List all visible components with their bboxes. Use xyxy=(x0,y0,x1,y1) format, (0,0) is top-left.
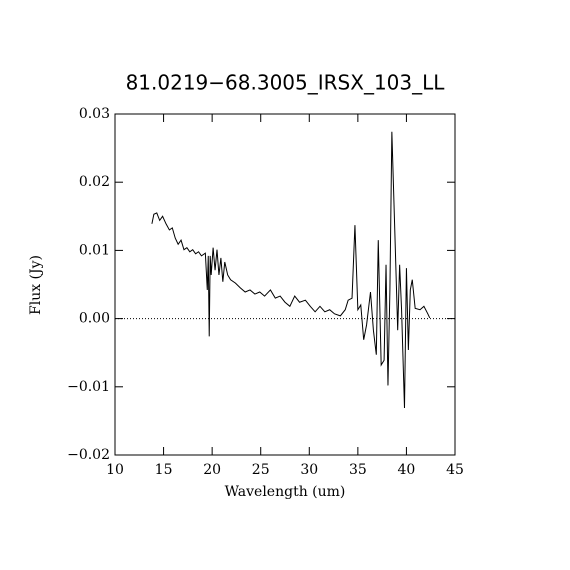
x-tick-label: 35 xyxy=(349,462,367,478)
x-tick-label: 45 xyxy=(446,462,464,478)
spectrum-line xyxy=(151,131,431,408)
y-tick-label: −0.02 xyxy=(67,447,110,463)
chart-title: 81.0219−68.3005_IRSX_103_LL xyxy=(126,71,446,95)
x-tick-label: 10 xyxy=(106,462,124,478)
y-tick-label: 0.01 xyxy=(79,242,110,258)
x-tick-label: 25 xyxy=(252,462,270,478)
x-tick-label: 15 xyxy=(155,462,173,478)
x-tick-label: 40 xyxy=(398,462,416,478)
y-tick-label: 0.03 xyxy=(79,106,110,122)
x-axis-label: Wavelength (um) xyxy=(225,484,346,500)
x-tick-label: 30 xyxy=(300,462,318,478)
plot-frame xyxy=(114,113,456,456)
y-tick-label: 0.00 xyxy=(79,311,110,327)
y-axis-label: Flux (Jy) xyxy=(28,255,44,315)
x-tick-label: 20 xyxy=(203,462,221,478)
y-tick-label: −0.01 xyxy=(67,379,110,395)
y-tick-label: 0.02 xyxy=(79,174,110,190)
